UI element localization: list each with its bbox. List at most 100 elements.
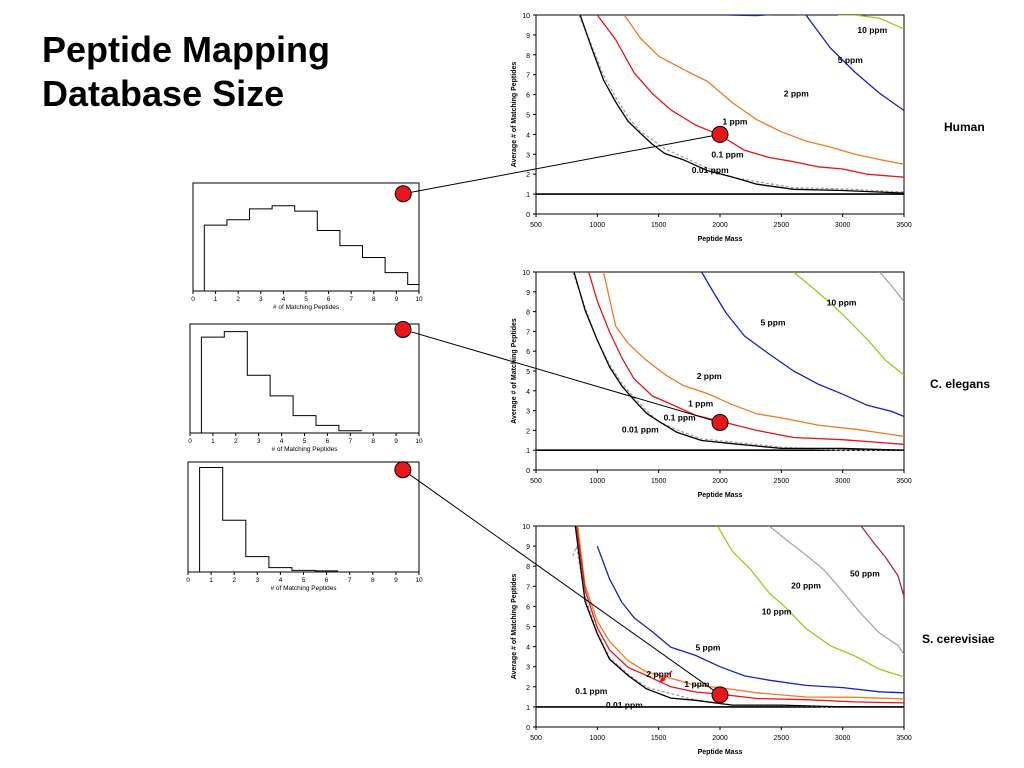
y-tick-label: 1	[526, 192, 530, 199]
series-label: 0.01 ppm	[692, 165, 729, 175]
chart-marker-dot	[711, 413, 729, 431]
x-tick-label: 7	[349, 296, 353, 303]
x-tick-label: 2000	[712, 478, 728, 485]
series-line-5-ppm	[701, 272, 904, 418]
organism-label: Human	[944, 120, 985, 134]
x-tick-label: 1	[211, 438, 215, 445]
slide-title-line-1: Peptide Mapping	[42, 29, 330, 70]
histogram-steps	[200, 331, 362, 433]
series-line-10-ppm	[716, 526, 904, 678]
x-tick-label: 500	[530, 478, 542, 485]
y-tick-label: 0	[526, 725, 530, 732]
x-axis-label: # of Matching Peptides	[271, 446, 338, 453]
y-tick-label: 2	[526, 428, 530, 435]
x-tick-label: 7	[348, 577, 352, 584]
x-tick-label: 1500	[651, 222, 667, 229]
x-tick-label: 9	[394, 577, 398, 584]
x-tick-label: 5	[303, 438, 307, 445]
series-label: 1 ppm	[688, 399, 713, 409]
y-tick-label: 3	[526, 152, 530, 159]
x-tick-label: 3000	[835, 478, 851, 485]
y-axis-label: Average # of Matching Peptides	[511, 318, 518, 424]
x-tick-label: 3500	[896, 478, 912, 485]
y-tick-label: 5	[526, 625, 530, 632]
y-tick-label: 5	[526, 369, 530, 376]
series-line-0-1-ppm	[578, 15, 904, 193]
y-tick-label: 4	[526, 389, 530, 396]
x-tick-label: 3	[259, 296, 263, 303]
x-tick-label: 500	[530, 222, 542, 229]
x-tick-label: 1500	[651, 735, 667, 742]
series-line-2-ppm	[602, 272, 904, 437]
y-tick-label: 8	[526, 564, 530, 571]
x-tick-label: 7	[348, 438, 352, 445]
connector-line	[403, 133, 721, 195]
x-tick-label: 5	[302, 577, 306, 584]
histogram-marker-dot	[394, 320, 412, 338]
x-tick-label: 2000	[712, 222, 728, 229]
x-tick-label: 1500	[651, 478, 667, 485]
series-label: 1 ppm	[684, 679, 709, 689]
x-tick-label: 0	[186, 577, 190, 584]
histogram-steps	[203, 205, 419, 291]
x-tick-label: 4	[280, 438, 284, 445]
x-tick-label: 10	[415, 296, 423, 303]
series-group	[572, 526, 904, 709]
series-label: 2 ppm	[646, 669, 671, 679]
series-label: 50 ppm	[850, 568, 880, 578]
histogram-5: 0 1 2 3 4 5 6 7 8 9 10 # of Matching Peptides	[186, 461, 423, 592]
x-axis-label: # of Matching Peptides	[270, 585, 337, 592]
y-axis-label: Average # of Matching Peptides	[511, 62, 518, 168]
slide-title-line-2: Database Size	[42, 73, 285, 114]
y-tick-label: 8	[526, 310, 530, 317]
y-tick-label: 2	[526, 685, 530, 692]
x-tick-label: 4	[279, 577, 283, 584]
x-tick-label: 10	[415, 577, 423, 584]
x-tick-label: 1	[214, 296, 218, 303]
x-tick-label: 10	[415, 438, 423, 445]
x-tick-label: 2	[232, 577, 236, 584]
x-tick-label: 8	[372, 296, 376, 303]
y-tick-label: 0	[526, 212, 530, 219]
x-tick-label: 1000	[590, 222, 606, 229]
organism-label: C. elegans	[930, 377, 990, 391]
y-tick-label: 6	[526, 604, 530, 611]
series-line-0-01-ppm	[574, 526, 904, 708]
connector-line	[402, 328, 721, 423]
series-line-20-ppm	[768, 526, 904, 655]
series-line-2-ppm	[623, 15, 904, 165]
series-line-10-ppm	[837, 15, 904, 30]
series-line-5-ppm	[596, 545, 904, 694]
y-tick-label: 1	[526, 705, 530, 712]
y-tick-label: 9	[526, 544, 530, 551]
histogram-marker-dot	[394, 461, 412, 479]
series-label: 2 ppm	[697, 371, 722, 381]
label-arrowhead	[659, 676, 666, 683]
y-tick-label: 7	[526, 73, 530, 80]
y-tick-label: 7	[526, 329, 530, 336]
x-tick-label: 3500	[896, 735, 912, 742]
y-tick-label: 4	[526, 132, 530, 139]
series-line-0-01-ppm	[573, 272, 904, 451]
y-tick-label: 10	[522, 270, 530, 277]
x-tick-label: 0	[191, 296, 195, 303]
x-tick-label: 3500	[896, 222, 912, 229]
line-chart-0: 0 1 2 3 4 5 6 7 8 9 10 500 1000 1500 2000 2500 3000 3500 P…	[511, 13, 912, 243]
y-tick-label: 9	[526, 290, 530, 297]
x-axis-label: Peptide Mass	[698, 492, 743, 499]
y-tick-label: 2	[526, 172, 530, 179]
histogram-steps	[199, 467, 339, 572]
y-axis-label: Average # of Matching Peptides	[511, 574, 518, 680]
histogram-4: 0 1 2 3 4 5 6 7 8 9 10 # of Matching Peptides	[188, 323, 423, 453]
series-line-gray	[879, 272, 904, 303]
series-label: 5 ppm	[760, 317, 785, 327]
series-label: 5 ppm	[695, 643, 720, 653]
y-tick-label: 4	[526, 645, 530, 652]
x-tick-label: 2500	[774, 478, 790, 485]
y-tick-label: 8	[526, 53, 530, 60]
x-axis-label: Peptide Mass	[698, 749, 743, 756]
x-tick-label: 1000	[590, 478, 606, 485]
connector-line	[402, 469, 721, 696]
x-tick-label: 9	[394, 438, 398, 445]
